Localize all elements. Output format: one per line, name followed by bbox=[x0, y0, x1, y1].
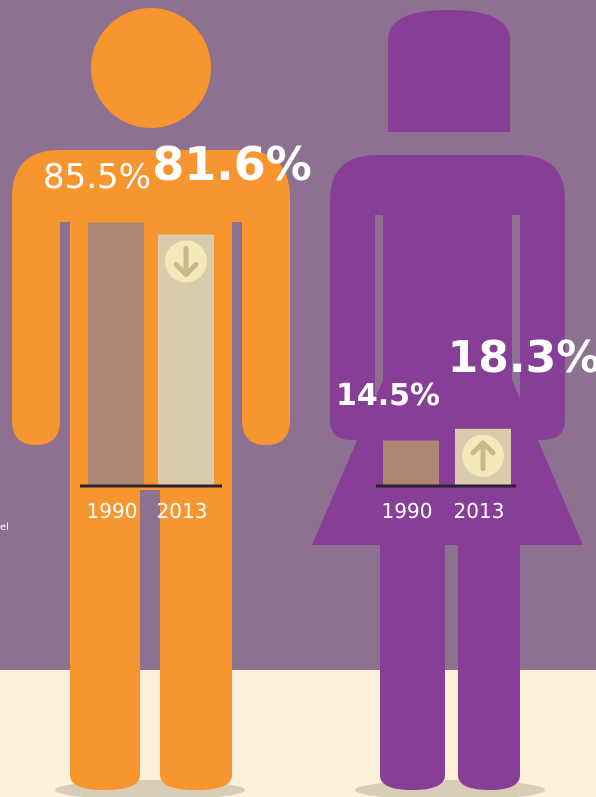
trend-arrow bbox=[470, 440, 496, 472]
x-tick-label: 2013 bbox=[454, 499, 505, 523]
value-label: 14.5% bbox=[336, 378, 440, 413]
woman-figure bbox=[312, 10, 583, 790]
value-label: 18.3% bbox=[448, 332, 596, 383]
x-tick-label: 1990 bbox=[382, 499, 433, 523]
value-label: 81.6% bbox=[152, 137, 312, 191]
man-figure bbox=[12, 8, 290, 790]
note: el bbox=[0, 522, 9, 533]
x-tick-label: 1990 bbox=[87, 499, 138, 523]
bar bbox=[88, 222, 144, 485]
value-label: 85.5% bbox=[43, 157, 151, 197]
trend-arrow bbox=[173, 245, 199, 277]
x-tick-label: 2013 bbox=[157, 499, 208, 523]
bar bbox=[383, 440, 439, 485]
